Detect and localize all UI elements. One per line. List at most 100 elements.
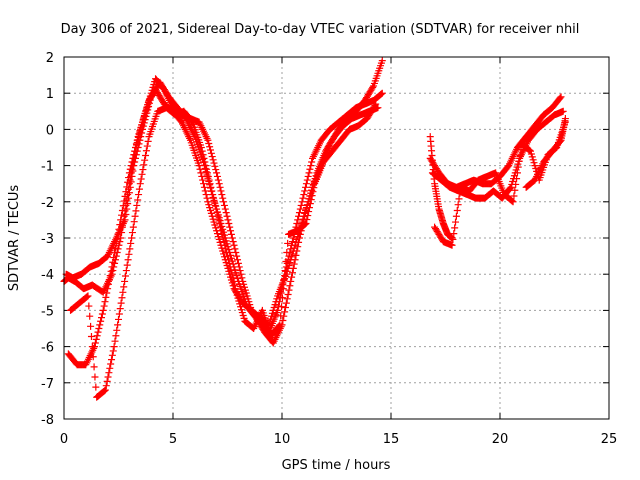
data-point bbox=[209, 156, 217, 164]
data-point bbox=[305, 204, 313, 212]
data-point bbox=[219, 194, 227, 202]
data-point bbox=[230, 281, 238, 289]
data-point bbox=[302, 183, 310, 191]
data-point bbox=[143, 142, 151, 150]
data-point bbox=[100, 302, 108, 310]
data-point bbox=[290, 260, 298, 268]
data-point bbox=[210, 159, 218, 167]
data-point bbox=[127, 239, 135, 247]
data-point bbox=[111, 249, 119, 257]
y-tick-label: -8 bbox=[41, 413, 54, 428]
data-point bbox=[126, 245, 134, 253]
data-point bbox=[278, 303, 286, 311]
data-point bbox=[208, 187, 216, 195]
data-point bbox=[97, 314, 105, 322]
data-point bbox=[217, 227, 225, 235]
data-point bbox=[513, 175, 521, 183]
data-point bbox=[113, 326, 121, 334]
data-point bbox=[129, 223, 137, 231]
data-point bbox=[115, 310, 123, 318]
data-point bbox=[307, 162, 315, 170]
x-tick-label: 15 bbox=[383, 432, 400, 447]
data-point bbox=[117, 216, 125, 224]
data-point bbox=[310, 184, 318, 192]
data-point bbox=[229, 274, 237, 282]
data-point bbox=[278, 294, 286, 302]
data-point bbox=[125, 169, 133, 177]
data-point bbox=[125, 174, 133, 182]
data-point bbox=[200, 154, 208, 162]
data-point bbox=[130, 151, 138, 159]
data-point bbox=[456, 189, 464, 197]
series-trace-b bbox=[62, 78, 382, 347]
data-point bbox=[224, 256, 232, 264]
data-point bbox=[197, 144, 205, 151]
data-point bbox=[96, 321, 104, 329]
data-point bbox=[301, 187, 309, 195]
data-point bbox=[228, 234, 236, 242]
data-point bbox=[213, 172, 221, 180]
data-point bbox=[308, 158, 316, 166]
y-axis-label: SDTVAR / TECUs bbox=[7, 185, 22, 292]
data-point bbox=[302, 220, 310, 228]
data-point bbox=[107, 360, 115, 368]
data-point bbox=[282, 299, 290, 307]
data-point bbox=[207, 183, 215, 191]
data-point bbox=[121, 192, 129, 200]
data-point bbox=[220, 201, 228, 209]
data-point bbox=[227, 230, 235, 238]
data-point bbox=[203, 165, 211, 173]
data-point bbox=[372, 100, 380, 108]
data-point bbox=[301, 220, 309, 228]
data-point bbox=[123, 261, 131, 269]
data-point bbox=[144, 137, 152, 145]
data-point bbox=[206, 180, 214, 188]
data-point bbox=[224, 216, 232, 224]
x-tick-label: 5 bbox=[169, 432, 177, 447]
data-point bbox=[134, 196, 142, 204]
data-point bbox=[209, 191, 217, 199]
data-point bbox=[275, 322, 283, 330]
data-point bbox=[216, 220, 224, 228]
data-point bbox=[287, 277, 295, 285]
data-point bbox=[378, 57, 386, 65]
data-point bbox=[113, 235, 121, 243]
data-point bbox=[281, 267, 289, 275]
data-point bbox=[283, 248, 291, 256]
data-point bbox=[131, 147, 139, 155]
data-point bbox=[513, 169, 521, 177]
data-point bbox=[510, 192, 518, 200]
data-point bbox=[517, 146, 525, 154]
data-point bbox=[105, 369, 113, 377]
data-point bbox=[297, 201, 305, 209]
data-point bbox=[212, 166, 220, 174]
data-point bbox=[83, 293, 91, 301]
data-point bbox=[526, 146, 534, 154]
data-point bbox=[230, 277, 238, 285]
data-point bbox=[556, 94, 564, 102]
data-point bbox=[452, 212, 460, 220]
data-point bbox=[227, 227, 235, 235]
series-trace-c bbox=[64, 57, 386, 369]
data-point bbox=[453, 206, 461, 214]
y-tick-labels: -8 -7 -6 -5 -4 -3 -2 -1 0 1 2 bbox=[41, 51, 54, 428]
data-point bbox=[293, 220, 301, 228]
data-point bbox=[118, 294, 126, 302]
data-point bbox=[87, 322, 95, 330]
data-point bbox=[91, 373, 99, 381]
data-point bbox=[135, 191, 143, 199]
data-point bbox=[205, 176, 213, 184]
data-point bbox=[516, 151, 524, 159]
data-points bbox=[60, 57, 569, 401]
data-point bbox=[231, 285, 239, 293]
data-point bbox=[238, 274, 246, 282]
data-point bbox=[203, 169, 211, 177]
data-point bbox=[512, 180, 520, 188]
data-point bbox=[132, 144, 140, 151]
data-point bbox=[214, 212, 222, 220]
data-point bbox=[206, 143, 214, 151]
data-point bbox=[85, 302, 93, 310]
data-point bbox=[230, 241, 238, 249]
data-point bbox=[115, 315, 122, 323]
data-point bbox=[298, 198, 306, 206]
